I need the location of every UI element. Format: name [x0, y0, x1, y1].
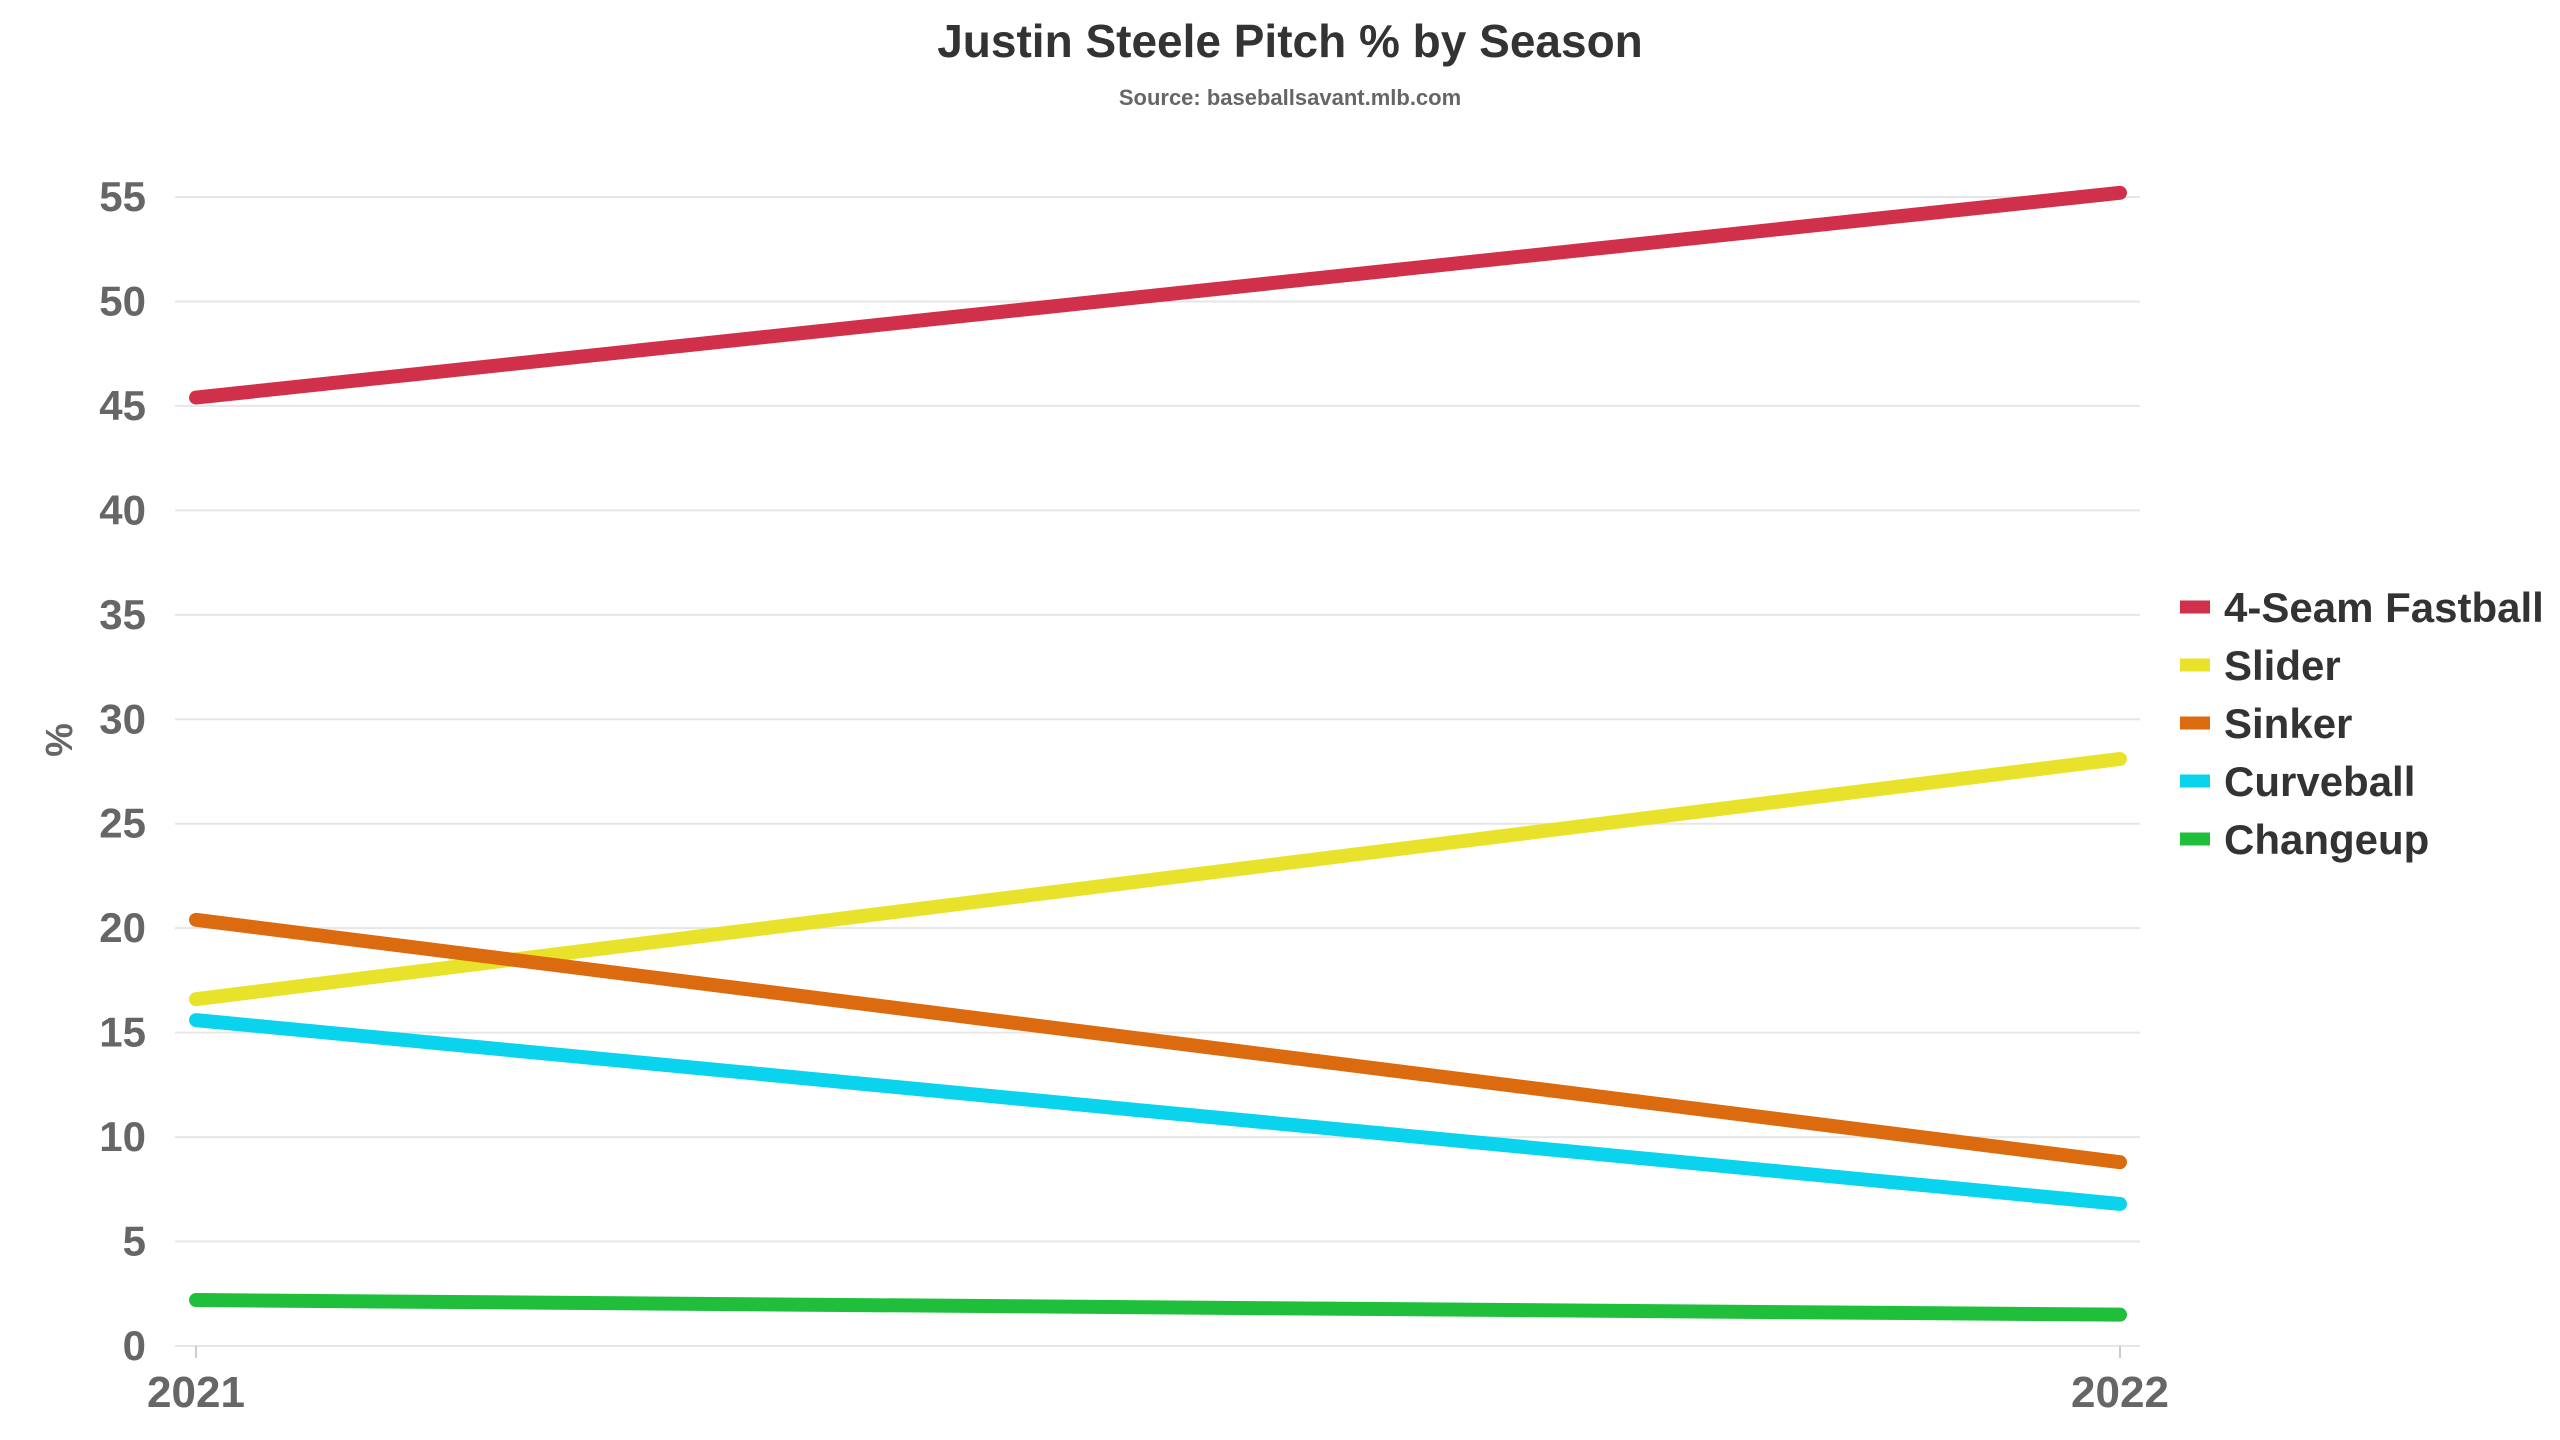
y-tick-label: 0 [123, 1322, 146, 1369]
y-tick-label: 40 [99, 486, 146, 533]
y-axis-label: % [39, 723, 81, 757]
y-tick-label: 55 [99, 173, 146, 220]
gridlines [175, 196, 2140, 1347]
y-tick-label: 15 [99, 1009, 146, 1056]
chart-subtitle: Source: baseballsavant.mlb.com [1119, 85, 1461, 110]
y-tick-label: 5 [123, 1218, 146, 1265]
x-axis-ticks: 2021 2022 [147, 1346, 2169, 1417]
series-line [189, 912, 2127, 1170]
legend-item: 4-Seam Fastball [2224, 584, 2544, 631]
legend: 4-Seam Fastball Slider Sinker Curveball Chan… [2180, 584, 2544, 863]
legend-item: Slider [2224, 642, 2341, 689]
y-axis-ticks: 0 5 10 15 20 25 30 35 40 45 50 55 [99, 173, 146, 1369]
series-lines [189, 185, 2127, 1322]
y-tick-label: 10 [99, 1113, 146, 1160]
x-tick-label: 2022 [2071, 1368, 2169, 1417]
y-tick-label: 35 [99, 591, 146, 638]
legend-item: Changeup [2224, 816, 2429, 863]
y-tick-label: 45 [99, 382, 146, 429]
series-line [189, 1293, 2127, 1322]
legend-item: Sinker [2224, 700, 2352, 747]
y-tick-label: 20 [99, 904, 146, 951]
y-tick-label: 50 [99, 277, 146, 324]
legend-item: Curveball [2224, 758, 2415, 805]
y-tick-label: 30 [99, 695, 146, 742]
series-line [189, 185, 2127, 405]
chart-title: Justin Steele Pitch % by Season [937, 15, 1643, 67]
x-tick-label: 2021 [147, 1368, 245, 1417]
series-line [189, 1013, 2127, 1211]
y-tick-label: 25 [99, 800, 146, 847]
